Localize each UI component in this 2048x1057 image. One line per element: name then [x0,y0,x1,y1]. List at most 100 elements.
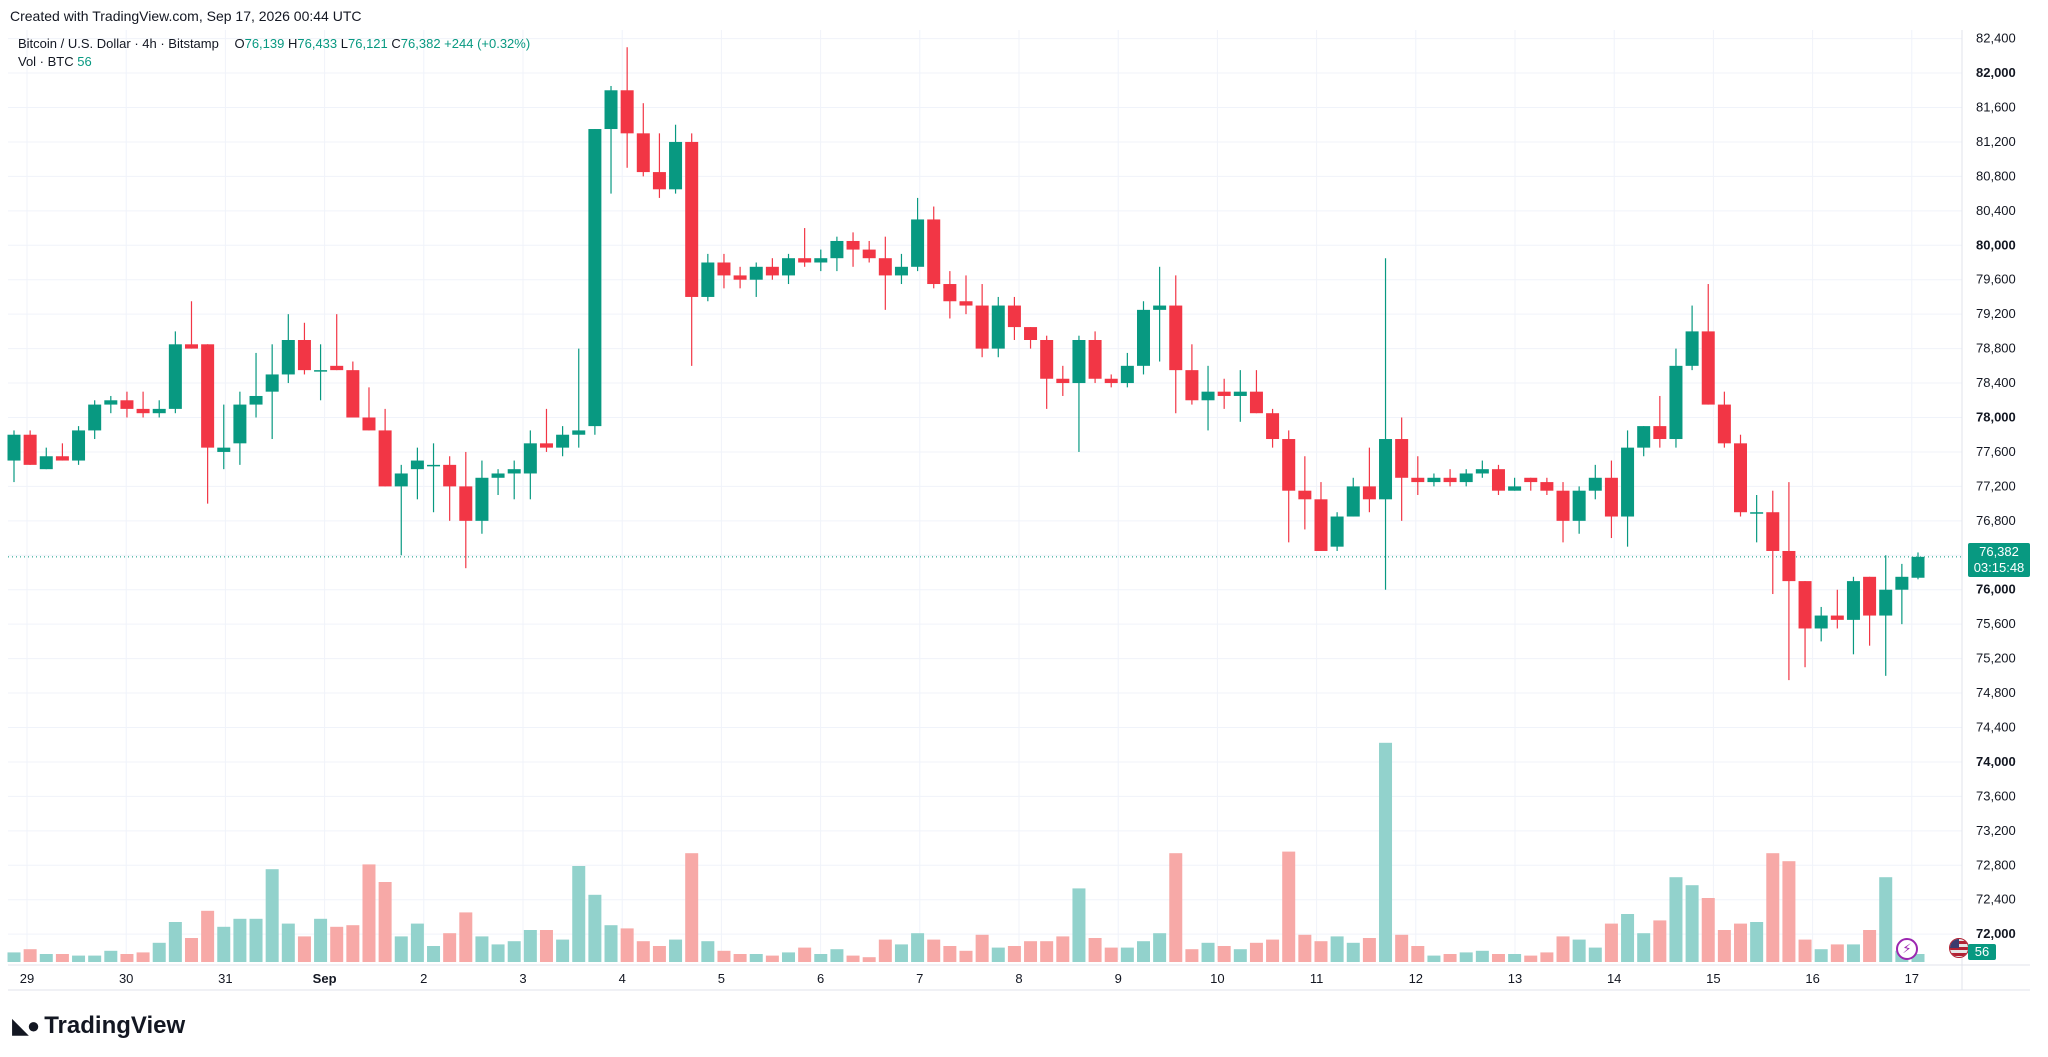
candle[interactable] [1346,477,1360,517]
candle[interactable] [362,387,376,431]
candle[interactable] [1136,301,1150,375]
candle[interactable] [1766,490,1780,595]
candle[interactable] [314,344,328,401]
candle[interactable] [120,391,134,418]
candle[interactable] [1185,344,1199,405]
candle[interactable] [1443,469,1457,487]
candle[interactable] [427,443,441,513]
candle[interactable] [217,404,231,470]
candle[interactable] [1491,464,1505,495]
candle[interactable] [88,400,102,440]
candle[interactable] [1879,555,1893,676]
candle[interactable] [55,443,69,461]
candle[interactable] [1362,447,1376,513]
candle[interactable] [1637,426,1651,457]
candle[interactable] [201,344,215,504]
candle[interactable] [959,275,973,315]
candle[interactable] [1572,486,1586,534]
candle[interactable] [620,47,634,168]
candle[interactable] [701,253,715,302]
candle[interactable] [1621,430,1635,547]
candle[interactable] [1411,456,1425,495]
candle[interactable] [1395,417,1409,521]
candle[interactable] [1233,370,1247,422]
candle[interactable] [1282,430,1296,543]
candle[interactable] [814,249,828,272]
candle[interactable] [669,124,683,194]
candle[interactable] [459,451,473,569]
candle[interactable] [443,456,457,521]
candle[interactable] [39,447,53,470]
candle[interactable] [991,296,1005,358]
candle[interactable] [862,240,876,263]
candle[interactable] [1750,495,1764,543]
candle[interactable] [281,314,295,384]
candle[interactable] [1653,395,1667,448]
candle[interactable] [1007,296,1021,340]
candle[interactable] [1330,512,1344,551]
candle[interactable] [588,129,602,435]
candle[interactable] [394,464,408,556]
candle[interactable] [1734,434,1748,517]
candle[interactable] [798,228,812,267]
candle[interactable] [1379,258,1393,590]
brand[interactable]: ◣● TradingView [12,1012,185,1040]
candle[interactable] [1459,469,1473,487]
candle[interactable] [685,133,699,366]
candle[interactable] [1217,378,1231,409]
candle[interactable] [1427,473,1441,487]
candle[interactable] [330,314,344,371]
candle[interactable] [297,322,311,375]
candle[interactable] [636,103,650,177]
candle[interactable] [878,236,892,310]
candle[interactable] [378,408,392,487]
candle[interactable] [1120,352,1134,388]
candle[interactable] [265,344,279,440]
candle[interactable] [1814,606,1828,642]
candle[interactable] [1104,374,1118,388]
candle[interactable] [1846,576,1860,655]
candle[interactable] [943,271,957,319]
candle[interactable] [572,348,586,448]
candle[interactable] [1701,284,1715,405]
candle[interactable] [523,430,537,500]
candle[interactable] [1782,482,1796,681]
candle[interactable] [749,262,763,297]
candle[interactable] [911,197,925,272]
candle[interactable] [136,391,150,418]
candle[interactable] [475,460,489,534]
candle[interactable] [1475,460,1489,478]
lightning-icon[interactable]: ⚡ [1896,938,1918,960]
candle[interactable] [152,400,166,418]
candle[interactable] [1298,456,1312,530]
candle[interactable] [894,253,908,285]
candle[interactable] [765,258,779,280]
candle[interactable] [1540,477,1554,495]
candle[interactable] [652,133,666,198]
candle[interactable] [1863,576,1877,646]
candle[interactable] [830,236,844,272]
candle[interactable] [1556,482,1570,543]
candle[interactable] [1201,365,1215,431]
candle[interactable] [233,391,247,465]
candle[interactable] [1056,365,1070,396]
candle[interactable] [556,426,570,457]
candle[interactable] [1508,477,1522,491]
candle[interactable] [491,469,505,495]
candle[interactable] [782,253,796,285]
candle[interactable] [1895,563,1909,625]
candle[interactable] [1798,581,1812,668]
candle[interactable] [1040,335,1054,409]
candle[interactable] [717,253,731,289]
candle[interactable] [1524,477,1538,491]
candle[interactable] [104,395,118,414]
candle[interactable] [346,361,360,418]
candle[interactable] [1685,305,1699,371]
candle[interactable] [846,232,860,267]
candle[interactable] [1024,327,1038,349]
candle[interactable] [1072,335,1086,452]
candle[interactable] [604,85,618,194]
candle[interactable] [539,408,553,452]
candle[interactable] [1830,589,1844,629]
candle[interactable] [1153,266,1167,362]
